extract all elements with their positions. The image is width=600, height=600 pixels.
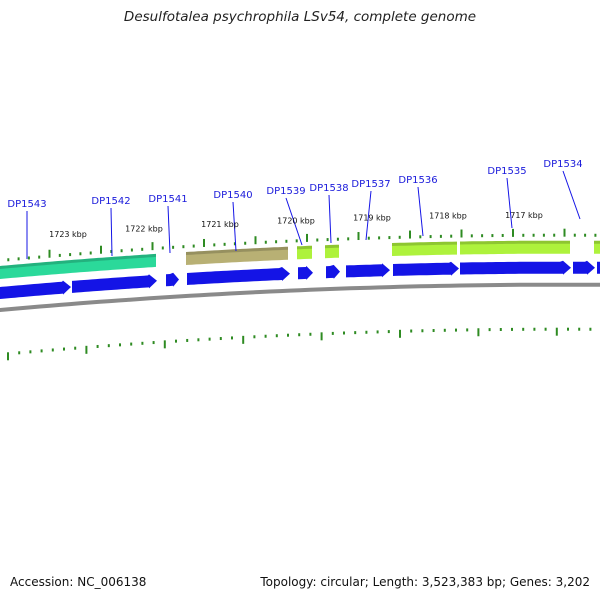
feature-band-2 (297, 245, 312, 260)
feature-band-shade-6 (594, 240, 600, 244)
feature-band-5 (460, 240, 570, 255)
kbp-label: 1718 kbp (429, 212, 467, 221)
feature-track (0, 240, 600, 279)
callout-line (417, 186, 424, 237)
gene-label: DP1543 (7, 199, 46, 210)
callout-line (285, 197, 303, 246)
feature-band-shade-4 (392, 241, 457, 246)
kbp-label: 1721 kbp (201, 220, 239, 229)
kbp-label: 1720 kbp (277, 216, 315, 225)
gene-label: DP1535 (487, 166, 526, 177)
gene-label: DP1538 (309, 183, 348, 194)
tick-ruler-inner (7, 327, 592, 361)
gene-label: DP1540 (213, 190, 252, 201)
tick-ruler-outer (7, 228, 597, 262)
feature-band-4 (392, 241, 457, 256)
cds-arrow-4 (298, 265, 313, 280)
kbp-label: 1723 kbp (49, 230, 87, 239)
gene-label: DP1536 (398, 175, 437, 186)
gene-label: DP1541 (148, 194, 187, 205)
cds-arrow-6 (346, 263, 390, 278)
cds-arrow-2 (166, 272, 179, 287)
feature-band-6 (594, 240, 600, 254)
callout-line (562, 170, 581, 220)
kbp-label: 1722 kbp (125, 225, 163, 234)
feature-band-shade-1 (186, 246, 288, 255)
topology-stats: Topology: circular; Length: 3,523,383 bp… (260, 575, 590, 589)
kbp-label: 1719 kbp (353, 214, 391, 223)
feature-band-shade-3 (325, 244, 339, 249)
cds-arrow-8 (460, 260, 571, 275)
kbp-labels: 1723 kbp 1722 kbp 1721 kbp 1720 kbp 1719 kbp… (49, 211, 543, 239)
gene-label: DP1534 (543, 159, 582, 170)
genome-title: Desulfotalea psychrophila LSv54, complet… (123, 9, 477, 25)
callout-line (328, 194, 332, 244)
cds-arrow-0 (0, 280, 71, 300)
cds-arrow-3 (187, 267, 290, 285)
feature-band-3 (325, 244, 339, 259)
cds-arrow-9 (573, 260, 595, 275)
callout-line (365, 190, 372, 241)
cds-arrow-10 (597, 261, 600, 274)
cds-arrow-7 (393, 261, 459, 276)
cds-track (0, 260, 600, 300)
feature-band-0 (0, 253, 156, 279)
gene-label: DP1537 (351, 179, 390, 190)
accession-text: Accession: NC_006138 (10, 575, 147, 589)
feature-band-shade-5 (460, 240, 570, 245)
gene-label: DP1539 (266, 186, 305, 197)
callout-line (110, 207, 113, 257)
gene-label: DP1542 (91, 196, 130, 207)
kbp-label: 1717 kbp (505, 211, 543, 220)
callout-line (232, 201, 237, 252)
cds-arrow-1 (72, 274, 157, 293)
feature-band-shade-0 (0, 253, 156, 269)
cds-arrow-5 (326, 264, 340, 279)
gene-callouts: DP1543 DP1542 DP1541 DP1540 DP1539 DP1538 DP15… (7, 159, 583, 259)
feature-band-1 (186, 246, 288, 265)
feature-band-shade-2 (297, 245, 312, 250)
backbone-line (0, 282, 600, 313)
callout-line (506, 177, 513, 229)
callout-line (167, 205, 171, 254)
